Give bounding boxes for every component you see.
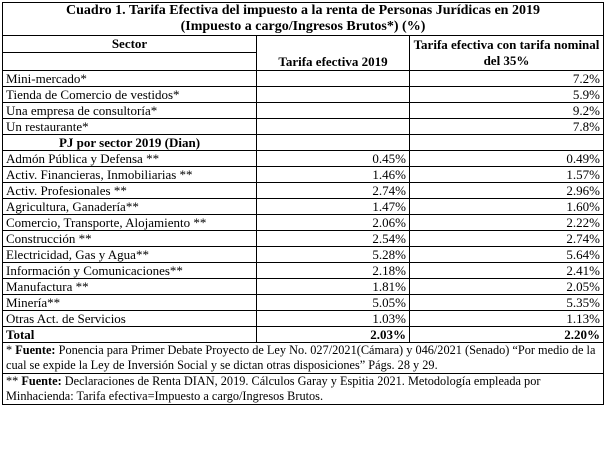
footnote-marker: *: [6, 343, 13, 358]
sector-cell: Otras Act. de Servicios: [2, 310, 257, 327]
sector-cell: Una empresa de consultoría*: [2, 102, 257, 119]
nominal-cell: 5.64%: [409, 246, 604, 263]
table-row: Comercio, Transporte, Alojamiento ** 2.06…: [2, 214, 604, 231]
header-efectiva: Tarifa efectiva 2019: [256, 35, 410, 71]
sector-cell: Mini-mercado*: [2, 70, 257, 87]
nominal-cell: 1.57%: [409, 166, 604, 183]
table-row: Total 2.03% 2.20%: [2, 326, 604, 343]
nominal-cell: 7.2%: [409, 70, 604, 87]
footnote-label: Fuente:: [21, 374, 62, 389]
empty-cell: [409, 134, 604, 151]
title-row: Cuadro 1. Tarifa Efectiva del impuesto a…: [2, 2, 604, 36]
footnote-row: ** Fuente: Declaraciones de Renta DIAN, …: [2, 373, 604, 405]
efectiva-cell: [256, 86, 410, 103]
efectiva-cell: 0.45%: [256, 150, 410, 167]
sector-cell: Construcción **: [2, 230, 257, 247]
footnote-text: Declaraciones de Renta DIAN, 2019. Cálcu…: [6, 374, 541, 404]
footnote-cell: * Fuente: Ponencia para Primer Debate Pr…: [2, 342, 604, 374]
table-row: Información y Comunicaciones** 2.18% 2.41%: [2, 262, 604, 279]
sector-cell: Información y Comunicaciones**: [2, 262, 257, 279]
table-row: Construcción ** 2.54% 2.74%: [2, 230, 604, 247]
section-cell: PJ por sector 2019 (Dian): [2, 134, 257, 151]
efectiva-cell: [256, 118, 410, 135]
table-row: Manufactura ** 1.81% 2.05%: [2, 278, 604, 295]
efectiva-cell: 5.05%: [256, 294, 410, 311]
sector-cell: Admón Pública y Defensa **: [2, 150, 257, 167]
table-row: Agricultura, Ganadería** 1.47% 1.60%: [2, 198, 604, 215]
nominal-cell: 2.05%: [409, 278, 604, 295]
efectiva-cell: 5.28%: [256, 246, 410, 263]
empty-cell: [256, 134, 410, 151]
sector-cell: Total: [2, 326, 257, 343]
efectiva-cell: 1.46%: [256, 166, 410, 183]
efectiva-cell: [256, 102, 410, 119]
table-row: Un restaurante* 7.8%: [2, 118, 604, 135]
footnote-label: Fuente:: [15, 343, 56, 358]
nominal-cell: 5.35%: [409, 294, 604, 311]
subtitle: (Impuesto a cargo/Ingresos Brutos*) (%): [180, 19, 426, 34]
nominal-cell: 2.20%: [409, 326, 604, 343]
efectiva-cell: 2.54%: [256, 230, 410, 247]
sector-cell: Manufactura **: [2, 278, 257, 295]
table-body: Cuadro 1. Tarifa Efectiva del impuesto a…: [2, 2, 604, 405]
footnote-cell: ** Fuente: Declaraciones de Renta DIAN, …: [2, 373, 604, 405]
table-row: Minería** 5.05% 5.35%: [2, 294, 604, 311]
header-row: Sector Tarifa efectiva 2019 Tarifa efect…: [2, 35, 604, 71]
efectiva-cell: 2.74%: [256, 182, 410, 199]
table-row: Tienda de Comercio de vestidos* 5.9%: [2, 86, 604, 103]
sector-cell: Un restaurante*: [2, 118, 257, 135]
title-cell: Cuadro 1. Tarifa Efectiva del impuesto a…: [2, 2, 604, 36]
tariff-table: Cuadro 1. Tarifa Efectiva del impuesto a…: [2, 2, 604, 405]
nominal-cell: 7.8%: [409, 118, 604, 135]
table-row: Admón Pública y Defensa ** 0.45% 0.49%: [2, 150, 604, 167]
title: Cuadro 1. Tarifa Efectiva del impuesto a…: [66, 3, 540, 19]
sector-cell: Electricidad, Gas y Agua**: [2, 246, 257, 263]
footnote-row: * Fuente: Ponencia para Primer Debate Pr…: [2, 342, 604, 374]
table-row: Mini-mercado* 7.2%: [2, 70, 604, 87]
nominal-cell: 2.74%: [409, 230, 604, 247]
table-row: Electricidad, Gas y Agua** 5.28% 5.64%: [2, 246, 604, 263]
efectiva-cell: 2.03%: [256, 326, 410, 343]
nominal-cell: 2.96%: [409, 182, 604, 199]
footnote-marker: **: [6, 374, 19, 389]
sector-cell: Tienda de Comercio de vestidos*: [2, 86, 257, 103]
efectiva-cell: 2.06%: [256, 214, 410, 231]
efectiva-cell: 1.03%: [256, 310, 410, 327]
header-sector: Sector: [2, 35, 257, 53]
nominal-cell: 0.49%: [409, 150, 604, 167]
efectiva-cell: [256, 70, 410, 87]
sector-cell: Comercio, Transporte, Alojamiento **: [2, 214, 257, 231]
header-nominal: Tarifa efectiva con tarifa nominal del 3…: [409, 35, 604, 71]
table-row: Una empresa de consultoría* 9.2%: [2, 102, 604, 119]
section-row: PJ por sector 2019 (Dian): [2, 134, 604, 151]
nominal-cell: 2.22%: [409, 214, 604, 231]
header-empty: [2, 52, 257, 71]
sector-cell: Agricultura, Ganadería**: [2, 198, 257, 215]
efectiva-cell: 1.81%: [256, 278, 410, 295]
nominal-cell: 1.60%: [409, 198, 604, 215]
table-row: Otras Act. de Servicios 1.03% 1.13%: [2, 310, 604, 327]
efectiva-cell: 2.18%: [256, 262, 410, 279]
nominal-cell: 9.2%: [409, 102, 604, 119]
efectiva-cell: 1.47%: [256, 198, 410, 215]
nominal-cell: 1.13%: [409, 310, 604, 327]
sector-cell: Minería**: [2, 294, 257, 311]
nominal-cell: 2.41%: [409, 262, 604, 279]
nominal-cell: 5.9%: [409, 86, 604, 103]
table-row: Activ. Profesionales ** 2.74% 2.96%: [2, 182, 604, 199]
footnote-text: Ponencia para Primer Debate Proyecto de …: [6, 343, 596, 373]
table-row: Activ. Financieras, Inmobiliarias ** 1.46…: [2, 166, 604, 183]
sector-cell: Activ. Profesionales **: [2, 182, 257, 199]
sector-cell: Activ. Financieras, Inmobiliarias **: [2, 166, 257, 183]
